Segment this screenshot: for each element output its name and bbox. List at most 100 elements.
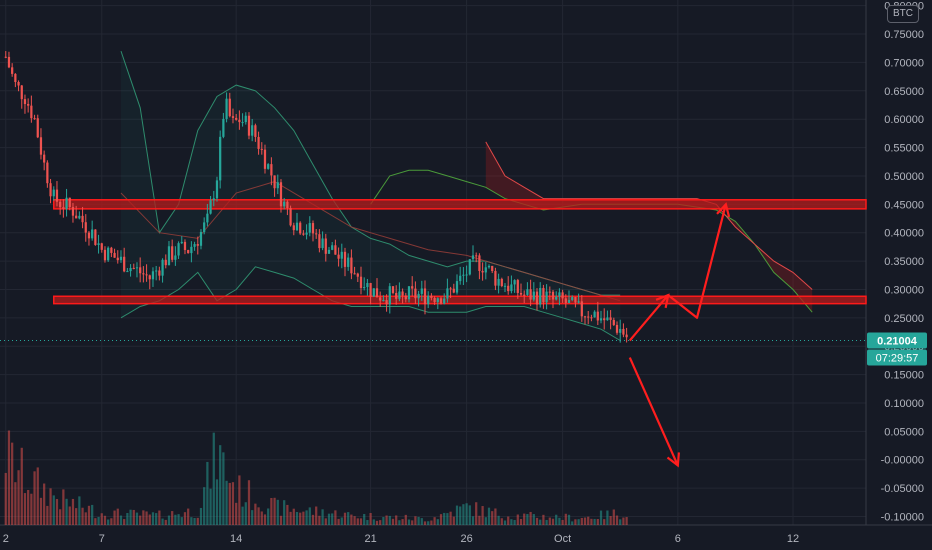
volume-bar [599, 510, 603, 525]
volume-bar [247, 480, 251, 525]
candle-body [462, 274, 465, 276]
candle-body [436, 298, 439, 303]
candle-body [39, 137, 43, 155]
price-axis[interactable]: 0.800000.750000.700000.650000.600000.550… [0, 1, 927, 524]
candle-body [75, 215, 78, 219]
candle-body [353, 273, 356, 275]
volume-bar [423, 521, 427, 525]
candle-body [139, 267, 142, 274]
candle-body [379, 297, 382, 301]
volume-bar [87, 505, 91, 525]
volume-bar [587, 516, 590, 525]
horizontal-zones[interactable] [53, 199, 867, 305]
price-tick-label: 0.70000 [884, 57, 924, 69]
candle-body [468, 259, 471, 275]
volume-bar [548, 517, 551, 525]
candle-body [260, 148, 263, 150]
volume-bar [494, 508, 497, 525]
volume-bar [65, 498, 68, 525]
volume-bar [561, 519, 564, 525]
price-tick-label: 0.10000 [884, 398, 924, 410]
volume-bar [183, 512, 187, 525]
span-b-line [485, 141, 813, 290]
volume-bar [270, 497, 273, 525]
volume-bar [308, 507, 311, 525]
volume-bar [203, 487, 206, 525]
volume-bar [295, 511, 299, 525]
candle-body [327, 249, 331, 254]
candle-body [481, 270, 484, 273]
time-tick-label: 12 [787, 533, 799, 545]
volume-bar [481, 506, 484, 525]
candle-body [283, 201, 286, 207]
candle-body [340, 251, 343, 259]
volume-bar [513, 519, 516, 525]
volume-bar [583, 517, 587, 525]
volume-bar [398, 520, 401, 525]
time-axis[interactable]: 2 7 14 21 26 Oct 6 12 [3, 533, 799, 545]
volume-bar [257, 507, 260, 525]
candle-body [343, 251, 347, 267]
volume-bar [356, 518, 359, 525]
candle-body [155, 270, 158, 272]
candle-body [235, 117, 238, 120]
breakdown-arrow [628, 357, 679, 466]
candle-body [542, 287, 545, 303]
candle-body [395, 292, 398, 299]
volume-bar [23, 493, 27, 525]
volume-bar [567, 514, 571, 525]
volume-bar [497, 515, 500, 525]
candle-body [270, 164, 273, 176]
volume-bar [263, 514, 267, 525]
volume-bar [414, 516, 417, 525]
volume-bar [100, 513, 103, 525]
volume-bar [43, 483, 46, 525]
candle-body [465, 274, 468, 276]
volume-bar [7, 430, 11, 525]
volume-bar [571, 521, 574, 525]
price-tick-label: -0.05000 [881, 483, 924, 495]
volume-bar [187, 508, 190, 525]
candle-body [388, 286, 391, 305]
volume-bar [439, 514, 443, 525]
candle-body [116, 257, 119, 261]
volume-bar [337, 518, 340, 525]
volume-bar [359, 518, 363, 525]
candle-body [84, 222, 87, 233]
candle-body [574, 297, 577, 303]
volume-bar [225, 480, 228, 525]
candle-body [471, 255, 475, 260]
candle-body [71, 207, 75, 216]
volume-bar [407, 519, 411, 525]
candle-body [510, 284, 513, 292]
projection-arrows[interactable] [628, 202, 731, 468]
price-tick-label: 0.55000 [884, 143, 924, 155]
candle-body [391, 286, 395, 293]
volume-bar [177, 514, 180, 525]
resistance-zone [53, 199, 867, 210]
volume-bar [334, 510, 337, 525]
currency-badge[interactable]: BTC [887, 5, 919, 23]
candle-body [497, 278, 500, 286]
volume-bar [299, 512, 302, 525]
time-tick-label: 14 [230, 533, 242, 545]
volume-bar [315, 506, 318, 525]
candle-body [225, 98, 228, 119]
candle-body [318, 234, 321, 249]
candle-body [148, 275, 151, 280]
volume-bar [318, 515, 321, 525]
candle-body [241, 122, 244, 124]
candle-body [299, 222, 302, 234]
candle-body [171, 246, 174, 260]
candle-body [30, 105, 33, 119]
volume-bar [545, 519, 548, 525]
volume-bar [558, 517, 561, 525]
volume-bar [321, 509, 324, 525]
candle-body [567, 299, 571, 303]
volume-bar [471, 516, 475, 525]
candle-body [244, 115, 247, 123]
candle-body [427, 295, 430, 305]
volume-bar [209, 488, 212, 525]
